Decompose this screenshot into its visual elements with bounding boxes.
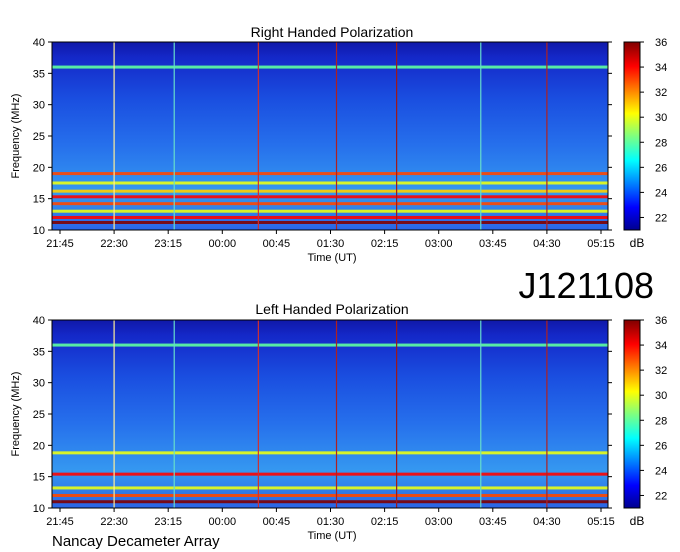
instrument-name: Nancay Decameter Array xyxy=(52,533,220,550)
y-tick-label-0: 10 xyxy=(33,225,45,237)
colorbar-tick-label-3: 28 xyxy=(655,415,667,427)
emission-band-7 xyxy=(52,172,608,176)
y-tick-label-2: 20 xyxy=(33,440,45,452)
right-y-axis-ticks: 10 15 20 25 30 35 40 xyxy=(33,37,612,237)
colorbar-tick-label-4: 30 xyxy=(655,390,667,402)
x-tick-label-0: 21:45 xyxy=(46,238,74,250)
colorbar-tick-label-5: 32 xyxy=(655,87,667,99)
emission-band-1 xyxy=(52,215,608,219)
x-tick-label-3: 00:00 xyxy=(209,516,237,528)
left-colorbar-label: dB xyxy=(630,514,645,528)
left-colorbar-ticks: 22 24 26 28 30 32 34 36 xyxy=(640,315,667,502)
emission-band-5 xyxy=(52,343,608,347)
left-x-axis-ticks: 21:45 22:30 23:15 00:00 00:45 01:30 02:15 03:00… xyxy=(46,508,615,528)
left-x-axis-label: Time (UT) xyxy=(307,530,356,542)
x-tick-label-5: 01:30 xyxy=(317,516,345,528)
x-tick-label-7: 03:00 xyxy=(425,516,453,528)
right-colorbar xyxy=(623,41,641,231)
left-y-axis-ticks: 10 15 20 25 30 35 40 xyxy=(33,315,612,515)
colorbar-tick-label-1: 24 xyxy=(655,465,667,477)
y-tick-label-5: 35 xyxy=(33,346,45,358)
x-tick-label-6: 02:15 xyxy=(371,238,399,250)
right-x-axis-ticks: 21:45 22:30 23:15 00:00 00:45 01:30 02:15 03:00… xyxy=(46,230,615,250)
y-tick-label-4: 30 xyxy=(33,378,45,390)
left-polarization-panel: Left Handed Polarization 10152025303540 … xyxy=(10,301,667,542)
y-tick-label-3: 25 xyxy=(33,131,45,143)
x-tick-label-10: 05:15 xyxy=(587,238,615,250)
x-tick-label-0: 21:45 xyxy=(46,516,74,528)
colorbar-tick-label-5: 32 xyxy=(655,365,667,377)
left-panel-title: Left Handed Polarization xyxy=(255,301,408,317)
right-y-axis-label: Frequency (MHz) xyxy=(10,94,22,179)
colorbar-tick-label-2: 26 xyxy=(655,162,667,174)
observation-id: J121108 xyxy=(519,265,654,306)
x-tick-label-5: 01:30 xyxy=(317,238,345,250)
emission-band-2 xyxy=(52,486,608,490)
y-tick-label-1: 15 xyxy=(33,472,45,484)
left-spectrogram-background xyxy=(52,320,608,508)
left-spectrogram-bands xyxy=(52,343,608,504)
colorbar-tick-label-0: 22 xyxy=(655,490,667,502)
x-tick-label-10: 05:15 xyxy=(587,516,615,528)
x-tick-label-9: 04:30 xyxy=(533,238,561,250)
x-tick-label-9: 04:30 xyxy=(533,516,561,528)
emission-band-5 xyxy=(52,189,608,193)
x-tick-label-8: 03:45 xyxy=(479,516,507,528)
emission-band-2 xyxy=(52,209,608,213)
y-tick-label-6: 40 xyxy=(33,315,45,327)
emission-band-3 xyxy=(52,202,608,206)
emission-band-8 xyxy=(52,65,608,69)
colorbar-tick-label-7: 36 xyxy=(655,37,667,49)
colorbar-tick-label-3: 28 xyxy=(655,137,667,149)
emission-band-0 xyxy=(52,500,608,504)
x-tick-label-1: 22:30 xyxy=(100,516,128,528)
right-colorbar-ticks: 22 24 26 28 30 32 34 36 xyxy=(640,37,667,224)
colorbar-tick-label-2: 26 xyxy=(655,440,667,452)
x-tick-label-4: 00:45 xyxy=(263,238,291,250)
y-tick-label-4: 30 xyxy=(33,100,45,112)
y-tick-label-3: 25 xyxy=(33,409,45,421)
x-tick-label-7: 03:00 xyxy=(425,238,453,250)
y-tick-label-1: 15 xyxy=(33,194,45,206)
emission-band-1 xyxy=(52,493,608,497)
right-x-axis-label: Time (UT) xyxy=(307,252,356,264)
colorbar-tick-label-6: 34 xyxy=(655,62,667,74)
right-colorbar-label: dB xyxy=(630,236,645,250)
y-tick-label-0: 10 xyxy=(33,503,45,515)
y-tick-label-6: 40 xyxy=(33,37,45,49)
x-tick-label-2: 23:15 xyxy=(154,516,182,528)
emission-band-6 xyxy=(52,181,608,185)
colorbar-tick-label-6: 34 xyxy=(655,340,667,352)
colorbar-tick-label-7: 36 xyxy=(655,315,667,327)
x-tick-label-1: 22:30 xyxy=(100,238,128,250)
left-colorbar xyxy=(623,319,641,509)
left-y-axis-label: Frequency (MHz) xyxy=(10,372,22,457)
right-spectrogram-vertical-lines xyxy=(113,42,548,230)
right-spectrogram-bands xyxy=(52,65,608,224)
x-tick-label-2: 23:15 xyxy=(154,238,182,250)
colorbar-tick-label-1: 24 xyxy=(655,187,667,199)
x-tick-label-4: 00:45 xyxy=(263,516,291,528)
right-spectrogram-background xyxy=(52,42,608,230)
emission-band-3 xyxy=(52,472,608,476)
right-panel-title: Right Handed Polarization xyxy=(251,24,414,40)
x-tick-label-3: 00:00 xyxy=(209,238,237,250)
emission-band-4 xyxy=(52,195,608,199)
left-spectrogram-vertical-lines xyxy=(113,320,548,508)
y-tick-label-5: 35 xyxy=(33,68,45,80)
y-tick-label-2: 20 xyxy=(33,162,45,174)
colorbar-tick-label-4: 30 xyxy=(655,112,667,124)
right-polarization-panel: Right Handed Polarization 10 15 20 25 30 35 40… xyxy=(10,24,667,264)
colorbar-tick-label-0: 22 xyxy=(655,212,667,224)
x-tick-label-6: 02:15 xyxy=(371,516,399,528)
emission-band-4 xyxy=(52,451,608,455)
emission-band-0 xyxy=(52,220,608,224)
x-tick-label-8: 03:45 xyxy=(479,238,507,250)
